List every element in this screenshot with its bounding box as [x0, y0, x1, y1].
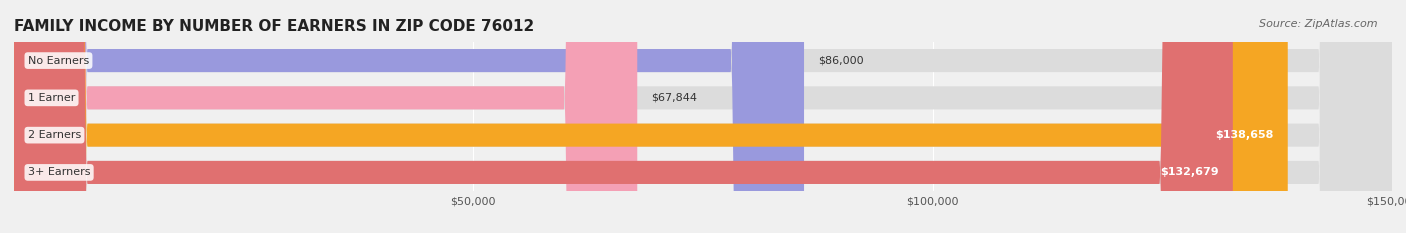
FancyBboxPatch shape [14, 0, 637, 233]
Text: 2 Earners: 2 Earners [28, 130, 82, 140]
FancyBboxPatch shape [14, 0, 1392, 233]
Text: $138,658: $138,658 [1216, 130, 1274, 140]
Text: $132,679: $132,679 [1160, 168, 1219, 177]
FancyBboxPatch shape [14, 0, 804, 233]
Text: No Earners: No Earners [28, 56, 89, 65]
Text: Source: ZipAtlas.com: Source: ZipAtlas.com [1260, 19, 1378, 29]
FancyBboxPatch shape [14, 0, 1233, 233]
Text: 1 Earner: 1 Earner [28, 93, 75, 103]
FancyBboxPatch shape [14, 0, 1392, 233]
Text: FAMILY INCOME BY NUMBER OF EARNERS IN ZIP CODE 76012: FAMILY INCOME BY NUMBER OF EARNERS IN ZI… [14, 19, 534, 34]
Text: $86,000: $86,000 [818, 56, 863, 65]
FancyBboxPatch shape [14, 0, 1392, 233]
Text: 3+ Earners: 3+ Earners [28, 168, 90, 177]
Text: $67,844: $67,844 [651, 93, 697, 103]
FancyBboxPatch shape [14, 0, 1392, 233]
FancyBboxPatch shape [14, 0, 1288, 233]
